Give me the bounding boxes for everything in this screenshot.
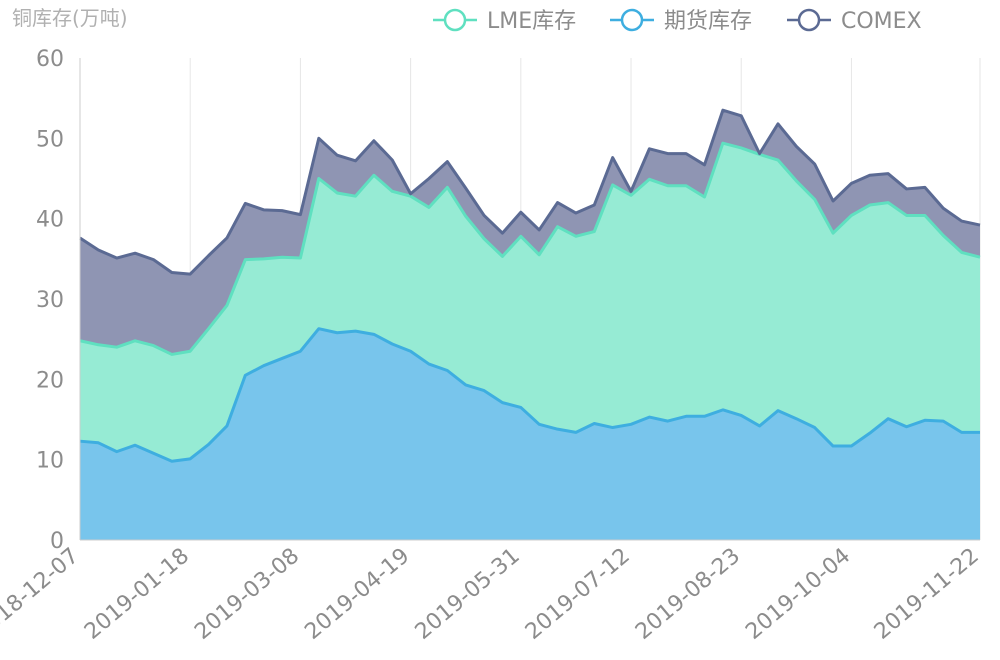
y-tick-label-0: 0 [50, 529, 64, 554]
axes [79, 58, 980, 541]
legend-label-COMEX: COMEX [841, 9, 922, 34]
x-tick-label-2019-05-31: 2019-05-31 [411, 543, 525, 644]
legend-marker-期货库存 [620, 8, 644, 32]
legend-marker-LME库存 [443, 8, 467, 32]
legend-item-期货库存[interactable]: 期货库存 [610, 8, 752, 34]
x-tick-label-2019-11-22: 2019-11-22 [870, 543, 984, 644]
y-axis-unit-label: 铜库存(万吨) [12, 6, 128, 30]
y-tick-label-10: 10 [36, 449, 64, 474]
x-tick-label-2019-03-08: 2019-03-08 [190, 543, 304, 644]
y-tick-label-20: 20 [36, 368, 64, 393]
area-COMEX [80, 110, 980, 355]
y-tick-labels: 0 10 20 30 40 50 60 [36, 47, 64, 554]
area-series-group [80, 110, 980, 540]
x-tick-label-2019-10-04: 2019-10-04 [741, 543, 855, 644]
line-LME库存 [79, 141, 981, 356]
line-series-group [79, 108, 981, 463]
line-期货库存 [79, 327, 980, 463]
line-COMEX [79, 108, 981, 276]
area-LME库存 [80, 143, 980, 462]
legend-item-LME库存[interactable]: LME库存 [433, 8, 576, 34]
y-tick-label-60: 60 [36, 47, 64, 72]
x-tick-label-2018-12-07: 2018-12-07 [0, 543, 84, 644]
legend-label-期货库存: 期货库存 [664, 9, 752, 34]
x-tick-label-2019-01-18: 2019-01-18 [80, 543, 194, 644]
legend-item-COMEX[interactable]: COMEX [787, 8, 922, 34]
y-tick-label-50: 50 [36, 127, 64, 152]
legend-label-LME库存: LME库存 [487, 9, 576, 34]
y-tick-label-40: 40 [36, 208, 64, 233]
legend-marker-COMEX [797, 8, 821, 32]
x-tick-label-2019-08-23: 2019-08-23 [631, 543, 745, 644]
x-tick-label-2019-04-19: 2019-04-19 [300, 543, 414, 644]
area-期货库存 [80, 328, 980, 540]
x-tick-labels: 2018-12-072019-01-182019-03-082019-04-19… [0, 543, 984, 644]
y-tick-label-30: 30 [36, 288, 64, 313]
legend[interactable]: LME库存 期货库存 COMEX [433, 8, 922, 34]
x-tick-label-2019-07-12: 2019-07-12 [521, 543, 635, 644]
